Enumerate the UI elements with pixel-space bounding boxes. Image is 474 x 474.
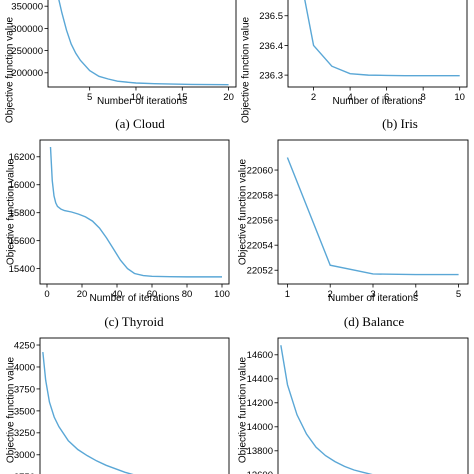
plot-frame (39, 139, 230, 285)
y-tick-label: 14400 (247, 374, 273, 385)
x-tick-label: 5 (456, 289, 461, 300)
y-tick-label: 236.3 (259, 71, 283, 82)
x-tick-label: 20 (223, 92, 234, 103)
y-tick-label: 13800 (247, 446, 273, 457)
plot-frame (287, 0, 468, 88)
y-tick-label: 2750 (14, 472, 35, 474)
y-tick-label: 200000 (11, 68, 43, 79)
y-tick-label: 22052 (247, 266, 273, 277)
x-tick-label: 10 (131, 92, 142, 103)
x-tick-label: 40 (112, 289, 123, 300)
series-line (304, 0, 460, 77)
y-tick-label: 14200 (247, 398, 273, 409)
plot-frame (277, 337, 469, 474)
x-axis-label: Number of iterations (332, 96, 422, 107)
plot-frame (39, 337, 230, 474)
y-tick-label: 4000 (14, 362, 35, 373)
x-tick-label: 0 (44, 289, 49, 300)
panel-caption: (d) Balance (344, 314, 405, 329)
y-tick-label: 4250 (14, 340, 35, 351)
y-tick-label: 236.4 (259, 41, 283, 52)
y-tick-label: 3500 (14, 406, 35, 417)
panel-caption: (b) Iris (382, 116, 418, 131)
x-axis-label: Number of iterations (328, 293, 418, 304)
y-axis-label: Objective function value (241, 16, 252, 123)
panel-caption: (c) Thyroid (104, 314, 164, 329)
panel-caption: (a) Cloud (115, 116, 165, 131)
series-line (286, 157, 459, 276)
y-tick-label: 15400 (9, 264, 35, 275)
x-tick-label: 5 (87, 92, 92, 103)
x-tick-label: 100 (214, 289, 230, 300)
y-tick-label: 250000 (11, 46, 43, 57)
y-tick-label: 16000 (9, 180, 35, 191)
y-tick-label: 15800 (9, 208, 35, 219)
y-axis-label: Objective function value (6, 158, 17, 265)
y-tick-label: 22056 (247, 216, 273, 227)
y-axis-label: Objective function value (238, 158, 249, 265)
chart-panel-1: 200000 250000 300000 350000 5 10 15 20 Number of… (5, 0, 237, 131)
x-tick-label: 6 (384, 92, 389, 103)
chart-panel-6: 13600 13800 14000 14200 14400 14600Objective … (238, 337, 469, 474)
y-tick-label: 22058 (247, 190, 273, 201)
series-line (42, 351, 134, 474)
y-tick-label: 3000 (14, 450, 35, 461)
x-axis-label: Number of iterations (89, 293, 179, 304)
chart-panel-3: 15400 15600 15800 16000 16200 0 20 40 60 80 100 Num… (6, 139, 230, 329)
x-tick-label: 10 (454, 92, 465, 103)
x-tick-label: 4 (413, 289, 418, 300)
y-tick-label: 22060 (247, 165, 273, 176)
y-tick-label: 14600 (247, 350, 273, 361)
x-tick-label: 2 (328, 289, 333, 300)
y-tick-label: 3750 (14, 384, 35, 395)
plot-frame (47, 0, 237, 88)
y-tick-label: 300000 (11, 24, 43, 35)
y-axis-label: Objective function value (238, 356, 249, 463)
x-tick-label: 2 (311, 92, 316, 103)
x-tick-label: 60 (147, 289, 158, 300)
y-tick-label: 350000 (11, 2, 43, 13)
x-tick-label: 15 (177, 92, 188, 103)
x-tick-label: 8 (421, 92, 426, 103)
x-tick-label: 3 (370, 289, 375, 300)
x-tick-label: 4 (347, 92, 352, 103)
y-tick-label: 16200 (9, 152, 35, 163)
chart-panel-4: 22052 22054 22056 22058 22060 1 2 3 4 5 Number of … (238, 139, 469, 329)
plot-frame (277, 139, 469, 285)
y-tick-label: 14000 (247, 422, 273, 433)
chart-panel-2: 236.3 236.4 236.5 2 4 6 8 10 Number of iteration… (241, 0, 468, 131)
series-line (58, 0, 229, 86)
y-tick-label: 15600 (9, 236, 35, 247)
y-tick-label: 3250 (14, 428, 35, 439)
series-line (280, 345, 373, 474)
y-tick-label: 236.5 (259, 11, 283, 22)
y-tick-label: 22054 (247, 241, 273, 252)
x-tick-label: 20 (77, 289, 88, 300)
y-tick-label: 13600 (247, 470, 273, 474)
y-axis-label: Objective function value (5, 16, 16, 123)
chart-panel-5: 2750 3000 3250 3500 3750 4000 4250 Objective fu… (6, 337, 230, 474)
x-axis-label: Number of iterations (97, 96, 187, 107)
y-axis-label: Objective function value (6, 356, 17, 463)
x-tick-label: 80 (182, 289, 193, 300)
x-tick-label: 1 (285, 289, 290, 300)
series-line (49, 146, 222, 278)
